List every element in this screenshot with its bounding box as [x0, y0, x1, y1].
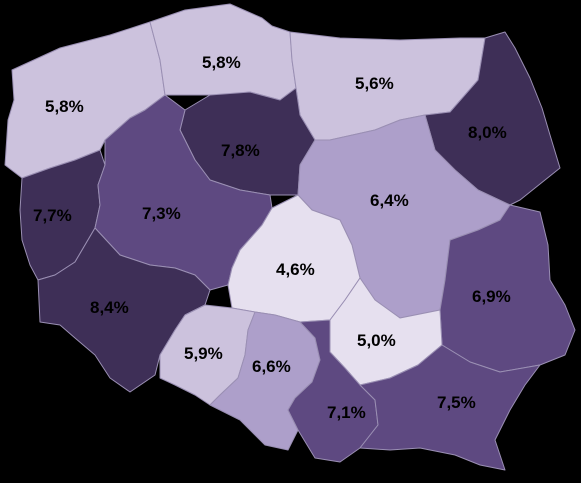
region-label-wielkopolskie: 7,3%	[142, 204, 181, 223]
region-label-lubuskie: 7,7%	[33, 206, 72, 225]
region-label-kujawsko-pomorskie: 7,8%	[221, 141, 260, 160]
region-label-lubelskie: 6,9%	[472, 287, 511, 306]
region-label-swietokrzyskie: 5,0%	[357, 331, 396, 350]
region-label-podkarpackie: 7,5%	[437, 393, 476, 412]
region-label-slaskie: 6,6%	[252, 357, 291, 376]
region-label-pomorskie: 5,8%	[202, 53, 241, 72]
region-podkarpackie	[359, 344, 541, 471]
region-label-warminsko-mazurskie: 5,6%	[355, 74, 394, 93]
region-label-mazowieckie: 6,4%	[370, 191, 409, 210]
region-label-opolskie: 5,9%	[184, 344, 223, 363]
region-label-podlaskie: 8,0%	[468, 123, 507, 142]
region-malopolskie	[287, 319, 379, 463]
region-label-dolnoslaskie: 8,4%	[90, 298, 129, 317]
region-label-malopolskie: 7,1%	[327, 403, 366, 422]
region-podlaskie	[424, 31, 561, 206]
region-label-lodzkie: 4,6%	[276, 260, 315, 279]
region-label-zachodniopomorskie: 5,8%	[45, 97, 84, 116]
